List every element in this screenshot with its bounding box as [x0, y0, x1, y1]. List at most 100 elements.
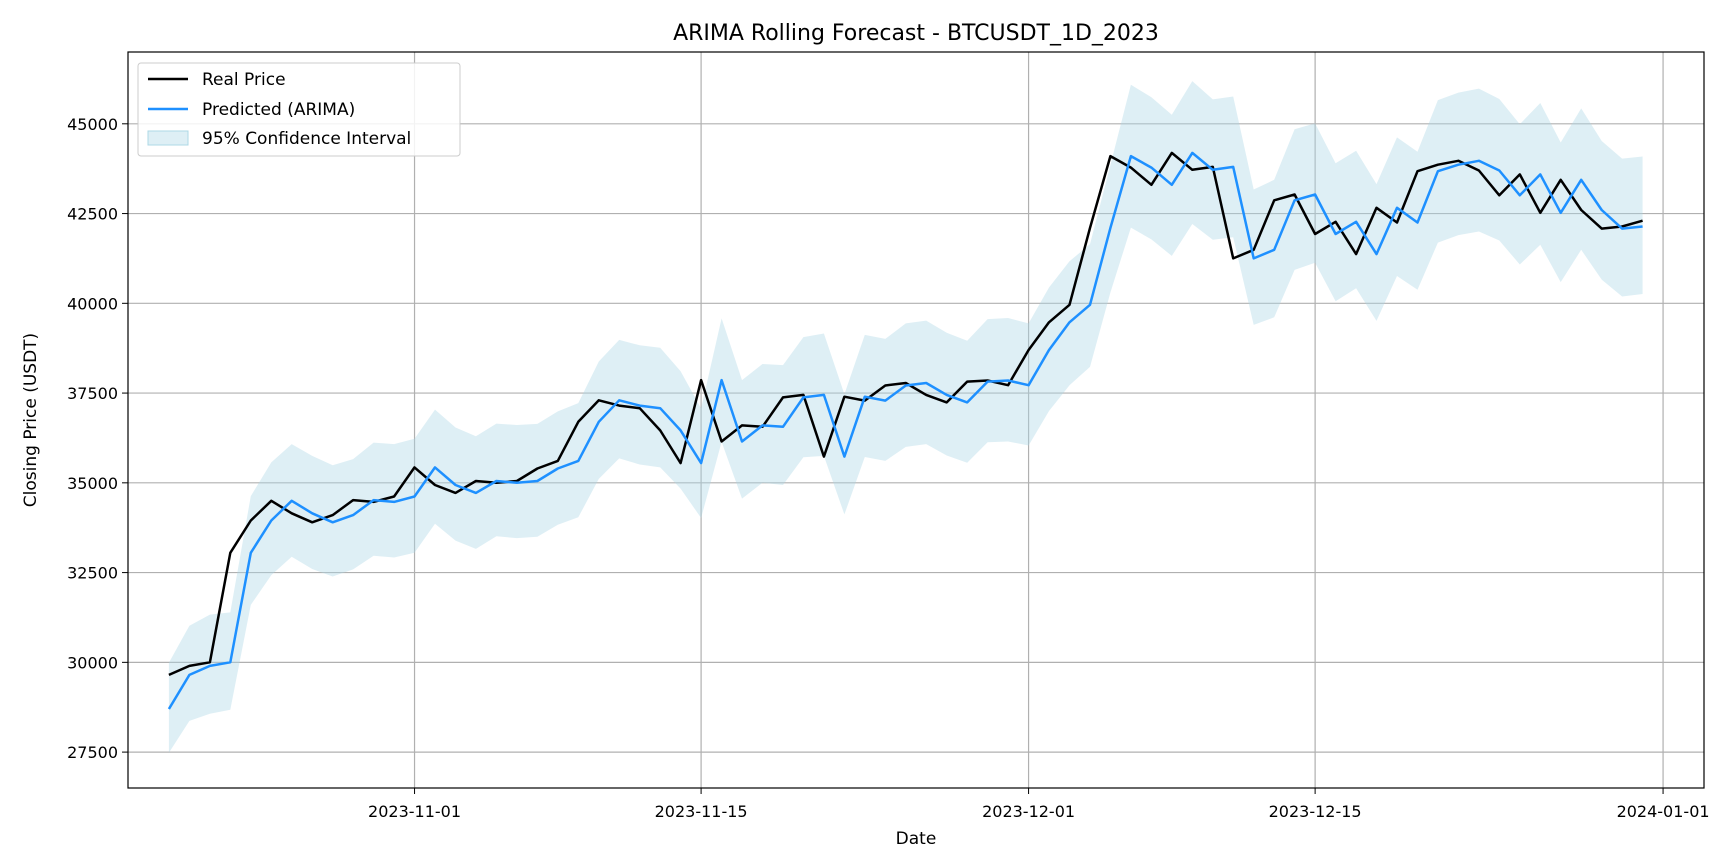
predicted-arima-line-point: 2023-12-29: 42600: [1599, 207, 1605, 213]
real-price-line-point: 2023-10-23: 33050: [227, 550, 233, 556]
predicted-arima-line-point: 2023-12-27: 42520: [1558, 210, 1564, 216]
predicted-arima-line-point: 2023-11-14: 36460: [678, 427, 684, 433]
x-tick-label: 2024-01-01: [1617, 802, 1710, 821]
predicted-arima-line-point: 2023-11-29: 37820: [985, 379, 991, 385]
predicted-arima-line-point: 2023-10-22: 29900: [207, 663, 213, 669]
predicted-arima-line-point: 2023-11-06: 35000: [514, 480, 520, 486]
predicted-arima-line-point: 2023-11-09: 35610: [575, 458, 581, 464]
real-price-line-point: 2023-10-24: 33950: [248, 518, 254, 524]
real-price-line-point: 2023-11-17: 36600: [739, 422, 745, 428]
legend-label-real-price: Real Price: [202, 70, 286, 90]
legend: Real Price Predicted (ARIMA) 95% Confide…: [137, 62, 461, 157]
predicted-arima-line-point: 2023-10-30: 34520: [371, 497, 377, 503]
predicted-arima-line-point: 2023-12-28: 43440: [1578, 177, 1584, 183]
legend-box: [137, 62, 461, 157]
real-price-line-point: 2023-12-19: 42250: [1394, 220, 1400, 226]
predicted-arima-line-point: 2023-10-21: 29650: [186, 672, 192, 678]
real-price-line-point: 2023-12-20: 43680: [1415, 168, 1421, 174]
predicted-arima-line-point: 2023-12-06: 44100: [1128, 153, 1134, 159]
predicted-arima-line-point: 2023-11-03: 34940: [453, 482, 459, 488]
predicted-arima-line-point: 2023-12-19: 42660: [1394, 205, 1400, 211]
x-axis-label: Date: [896, 829, 937, 849]
predicted-arima-line-point: 2023-11-25: 37710: [903, 383, 909, 389]
real-price-line-point: 2023-12-04: 42100: [1087, 225, 1093, 231]
real-price-line-point: 2023-11-28: 37820: [964, 379, 970, 385]
predicted-arima-line-point: 2023-11-11: 37300: [616, 397, 622, 403]
predicted-arima-line-point: 2023-12-24: 43700: [1496, 168, 1502, 174]
predicted-arima-line-point: 2023-10-26: 34500: [289, 498, 295, 504]
predicted-arima-line-point: 2023-11-27: 37450: [944, 392, 950, 398]
real-price-line-point: 2023-12-27: 43440: [1558, 177, 1564, 183]
real-price-line-point: 2023-11-03: 34720: [453, 490, 459, 496]
predicted-arima-line-point: 2023-12-05: 42100: [1107, 225, 1113, 231]
real-price-line-point: 2023-11-15: 37860: [698, 377, 704, 383]
predicted-arima-line-point: 2023-11-23: 37400: [862, 394, 868, 400]
real-price-line-point: 2023-12-31: 42300: [1640, 218, 1646, 224]
real-price-line-point: 2023-12-11: 41250: [1230, 255, 1236, 261]
predicted-arima-line-point: 2023-12-15: 43030: [1312, 192, 1318, 198]
real-price-line-point: 2023-11-07: 35400: [534, 466, 540, 472]
predicted-arima-line-point: 2023-11-30: 37850: [1005, 378, 1011, 384]
confidence-band-layer: [168, 81, 1643, 753]
real-price-line-point: 2023-11-24: 37710: [882, 383, 888, 389]
predicted-arima-line: [167, 151, 1643, 710]
predicted-arima-line-point: 2023-11-02: 35430: [432, 464, 438, 470]
real-price-line-point: 2023-10-20: 29650: [166, 672, 172, 678]
real-price-line-point: 2023-12-15: 41930: [1312, 231, 1318, 237]
y-tick-label: 37500: [67, 384, 118, 403]
real-price-line-point: 2023-11-27: 37240: [944, 399, 950, 405]
real-price-line-point: 2023-11-08: 35610: [555, 458, 561, 464]
real-price-line-point: 2023-12-13: 42870: [1271, 197, 1277, 203]
predicted-arima-line-point: 2023-12-02: 38700: [1046, 347, 1052, 353]
real-price-line-point: 2023-10-21: 29900: [186, 663, 192, 669]
predicted-arima-line-point: 2023-12-22: 43860: [1455, 162, 1461, 168]
real-price-line-point: 2023-11-09: 36700: [575, 419, 581, 425]
predicted-arima-line-point: 2023-12-09: 44190: [1189, 150, 1195, 156]
predicted-arima-line-point: 2023-10-24: 33050: [248, 550, 254, 556]
predicted-arima-line-point: 2023-12-08: 43300: [1169, 182, 1175, 188]
real-price-line-point: 2023-12-24: 43010: [1496, 192, 1502, 198]
predicted-arima-line-point: 2023-12-04: 39960: [1087, 302, 1093, 308]
predicted-arima-line-point: 2023-11-16: 37860: [719, 377, 725, 383]
predicted-arima-line-point: 2023-12-20: 42250: [1415, 220, 1421, 226]
predicted-arima-line-point: 2023-11-12: 37150: [637, 403, 643, 409]
predicted-arima-line-point: 2023-11-28: 37240: [964, 399, 970, 405]
predicted-arima-line-point: 2023-12-18: 41370: [1374, 251, 1380, 257]
real-price-line-point: 2023-12-21: 43860: [1435, 162, 1441, 168]
x-tick-label: 2023-12-01: [982, 802, 1075, 821]
predicted-arima-line-point: 2023-11-13: 37080: [657, 405, 663, 411]
real-price-line-point: 2023-11-02: 34940: [432, 482, 438, 488]
real-price-line-point: 2023-11-21: 35730: [821, 454, 827, 460]
legend-swatch-confidence-interval: [147, 130, 189, 146]
predicted-arima-line-point: 2023-12-17: 42270: [1353, 219, 1359, 225]
predicted-arima-line-point: 2023-12-21: 43680: [1435, 168, 1441, 174]
predicted-arima-line-point: 2023-11-04: 34720: [473, 490, 479, 496]
real-price-line-point: 2023-11-14: 35550: [678, 460, 684, 466]
predicted-arima-line-point: 2023-11-10: 36700: [596, 419, 602, 425]
predicted-arima-line-point: 2023-10-25: 33950: [268, 518, 274, 524]
predicted-arima-line-point: 2023-12-01: 37720: [1026, 382, 1032, 388]
real-price-line-point: 2023-12-03: 39960: [1067, 302, 1073, 308]
predicted-arima-line-point: 2023-12-31: 42140: [1640, 224, 1646, 230]
chart-title: ARIMA Rolling Forecast - BTCUSDT_1D_2023: [673, 21, 1159, 46]
real-price-line-point: 2023-12-23: 43700: [1476, 168, 1482, 174]
real-price-line-point: 2023-12-01: 38700: [1026, 347, 1032, 353]
y-tick-label: 35000: [67, 474, 118, 493]
predicted-arima-line-point: 2023-11-01: 34620: [412, 494, 418, 500]
predicted-arima-line-point: 2023-11-05: 35050: [493, 478, 499, 484]
predicted-arima-line-point: 2023-10-23: 30000: [227, 659, 233, 665]
real-price-line-point: 2023-10-31: 34620: [391, 494, 397, 500]
real-price-line-point: 2023-12-05: 44100: [1107, 153, 1113, 159]
legend-label-confidence-interval: 95% Confidence Interval: [202, 129, 411, 149]
predicted-arima-line-point: 2023-12-23: 43970: [1476, 158, 1482, 164]
predicted-arima-line-point: 2023-10-20: 28700: [166, 706, 172, 712]
plot-frame: [127, 51, 1705, 789]
real-price-line-group: 2023-10-20: 29650 2023-10-21: 29900 2023-1…: [166, 151, 1646, 678]
x-tick-label: 2023-12-15: [1269, 802, 1362, 821]
predicted-arima-line-point: 2023-11-08: 35400: [555, 466, 561, 472]
real-price-line-point: 2023-12-02: 39470: [1046, 319, 1052, 325]
predicted-arima-line-point: 2023-11-07: 35050: [534, 478, 540, 484]
legend-label-predicted: Predicted (ARIMA): [202, 100, 355, 120]
